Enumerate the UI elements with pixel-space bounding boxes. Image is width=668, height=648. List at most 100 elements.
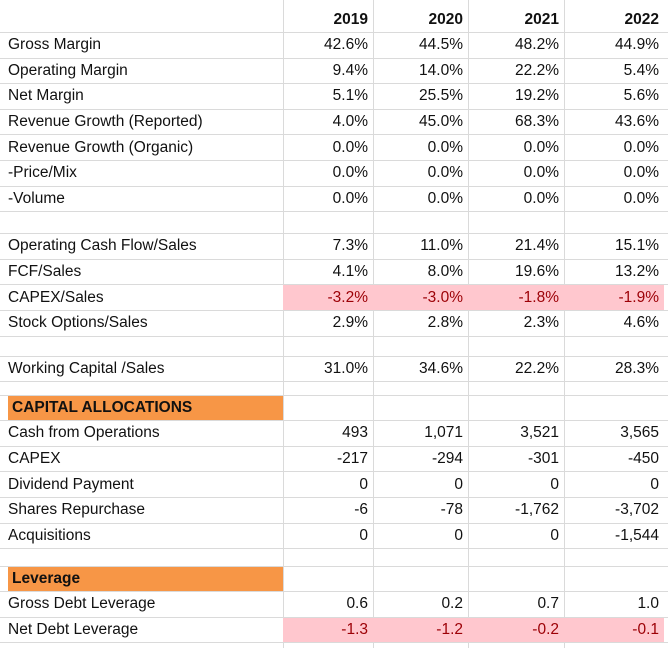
row-label[interactable]: Acquisitions xyxy=(8,526,91,544)
value-cell[interactable]: 14.0% xyxy=(419,61,463,79)
value-cell[interactable]: 5.1% xyxy=(332,87,368,105)
row-label[interactable]: Working Capital /Sales xyxy=(8,359,165,377)
value-cell[interactable]: -1,762 xyxy=(515,501,559,519)
value-cell[interactable]: 4.1% xyxy=(332,263,368,281)
value-cell[interactable]: 0 xyxy=(650,475,659,493)
value-cell[interactable]: 0 xyxy=(550,526,559,544)
value-cell[interactable]: 25.5% xyxy=(419,87,463,105)
value-cell[interactable]: 13.2% xyxy=(615,263,659,281)
value-cell[interactable]: 0.2 xyxy=(441,595,463,613)
value-cell[interactable]: -1.8% xyxy=(518,288,560,306)
value-cell[interactable]: 68.3% xyxy=(515,113,559,131)
value-cell[interactable]: 21.4% xyxy=(515,237,559,255)
value-cell[interactable]: -0.2 xyxy=(532,621,559,639)
value-cell[interactable]: 28.3% xyxy=(615,359,659,377)
row-label[interactable]: Cash from Operations xyxy=(8,424,160,442)
row-label[interactable]: -Volume xyxy=(8,189,65,207)
value-cell[interactable]: -3.0% xyxy=(422,288,464,306)
value-cell[interactable]: 0 xyxy=(454,526,463,544)
section-title[interactable]: Leverage xyxy=(8,567,283,592)
value-cell[interactable]: 0.0% xyxy=(332,138,368,156)
row-label[interactable]: Dividend Payment xyxy=(8,475,134,493)
value-cell[interactable]: 1,071 xyxy=(424,424,463,442)
row-label[interactable]: Revenue Growth (Organic) xyxy=(8,138,194,156)
value-cell[interactable]: -1.3 xyxy=(341,621,368,639)
row-label[interactable]: Shares Repurchase xyxy=(8,501,145,519)
value-cell[interactable]: 11.0% xyxy=(420,237,463,255)
value-cell[interactable]: 493 xyxy=(342,424,368,442)
value-cell[interactable]: 19.6% xyxy=(515,263,559,281)
section-title[interactable]: CAPITAL ALLOCATIONS xyxy=(8,396,283,421)
value-cell[interactable]: -3,702 xyxy=(615,501,659,519)
value-cell[interactable]: 4.0% xyxy=(332,113,368,131)
value-cell[interactable]: -78 xyxy=(440,501,463,519)
row-label[interactable]: Net Margin xyxy=(8,87,84,105)
value-cell[interactable]: 0.0% xyxy=(523,189,559,207)
value-cell[interactable]: 5.6% xyxy=(623,87,659,105)
row-label[interactable]: Stock Options/Sales xyxy=(8,314,148,332)
year-2021-header[interactable]: 2021 xyxy=(524,11,559,28)
value-cell[interactable]: 0.0% xyxy=(523,138,559,156)
value-cell[interactable]: 0 xyxy=(359,526,368,544)
value-cell[interactable]: -450 xyxy=(627,450,659,468)
value-cell[interactable]: 44.5% xyxy=(419,36,463,54)
value-cell[interactable]: 0.0% xyxy=(427,138,463,156)
value-cell[interactable]: -3.2% xyxy=(327,288,369,306)
row-label[interactable]: Operating Margin xyxy=(8,61,128,79)
value-cell[interactable]: 34.6% xyxy=(419,359,463,377)
value-cell[interactable]: 2.8% xyxy=(427,314,463,332)
row-label[interactable]: Gross Debt Leverage xyxy=(8,595,156,613)
value-cell[interactable]: 7.3% xyxy=(332,237,368,255)
year-2022-header[interactable]: 2022 xyxy=(624,11,659,28)
value-cell[interactable]: 0 xyxy=(454,475,463,493)
value-cell[interactable]: 19.2% xyxy=(515,87,559,105)
value-cell[interactable]: 31.0% xyxy=(324,359,368,377)
row-label[interactable]: CAPEX/Sales xyxy=(8,288,104,306)
row-label[interactable]: Gross Margin xyxy=(8,36,102,54)
value-cell[interactable]: 44.9% xyxy=(615,36,659,54)
value-cell[interactable]: 42.6% xyxy=(324,36,368,54)
value-cell[interactable]: -1,544 xyxy=(615,526,659,544)
value-cell[interactable]: -217 xyxy=(336,450,368,468)
value-cell[interactable]: -294 xyxy=(431,450,463,468)
row-label[interactable]: Net Debt Leverage xyxy=(8,621,139,639)
value-cell[interactable]: -0.1 xyxy=(632,621,659,639)
value-cell[interactable]: 0.0% xyxy=(623,138,659,156)
value-cell[interactable]: 3,521 xyxy=(520,424,559,442)
year-2019-header[interactable]: 2019 xyxy=(333,11,368,28)
value-cell[interactable]: 22.2% xyxy=(515,61,559,79)
value-cell[interactable]: 0.0% xyxy=(332,189,368,207)
value-cell[interactable]: 3,565 xyxy=(620,424,659,442)
value-cell[interactable]: 0.0% xyxy=(427,164,463,182)
value-cell[interactable]: -1.2 xyxy=(436,621,463,639)
value-cell[interactable]: 0 xyxy=(550,475,559,493)
value-cell[interactable]: 0.6 xyxy=(346,595,368,613)
value-cell[interactable]: 2.3% xyxy=(523,314,559,332)
value-cell[interactable]: -301 xyxy=(527,450,559,468)
value-cell[interactable]: 22.2% xyxy=(515,359,559,377)
value-cell[interactable]: 4.6% xyxy=(623,314,659,332)
value-cell[interactable]: 15.1% xyxy=(615,237,659,255)
year-2020-header[interactable]: 2020 xyxy=(428,11,463,28)
value-cell[interactable]: 0.0% xyxy=(523,164,559,182)
value-cell[interactable]: 2.9% xyxy=(332,314,368,332)
value-cell[interactable]: 9.4% xyxy=(332,61,368,79)
value-cell[interactable]: 1.0 xyxy=(637,595,659,613)
value-cell[interactable]: -6 xyxy=(354,501,368,519)
row-label[interactable]: FCF/Sales xyxy=(8,263,82,281)
value-cell[interactable]: 5.4% xyxy=(623,61,659,79)
row-label[interactable]: Revenue Growth (Reported) xyxy=(8,113,203,131)
value-cell[interactable]: 0.0% xyxy=(623,189,659,207)
value-cell[interactable]: 43.6% xyxy=(615,113,659,131)
value-cell[interactable]: 8.0% xyxy=(427,263,463,281)
row-label[interactable]: -Price/Mix xyxy=(8,164,77,182)
value-cell[interactable]: 48.2% xyxy=(515,36,559,54)
value-cell[interactable]: 0.0% xyxy=(623,164,659,182)
value-cell[interactable]: 0 xyxy=(359,475,368,493)
value-cell[interactable]: 0.0% xyxy=(332,164,368,182)
row-label[interactable]: Operating Cash Flow/Sales xyxy=(8,237,197,255)
value-cell[interactable]: 0.7 xyxy=(537,595,559,613)
row-label[interactable]: CAPEX xyxy=(8,450,61,468)
value-cell[interactable]: -1.9% xyxy=(618,288,660,306)
value-cell[interactable]: 0.0% xyxy=(427,189,463,207)
